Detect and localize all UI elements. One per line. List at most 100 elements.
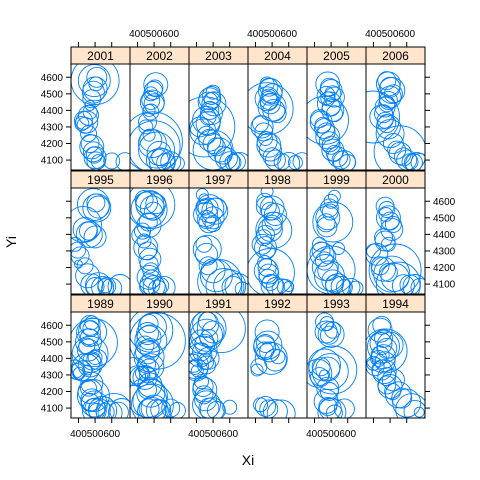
data-point — [339, 154, 357, 170]
data-point — [254, 341, 288, 375]
data-point — [371, 256, 396, 282]
data-point — [317, 320, 345, 348]
data-point — [265, 277, 285, 294]
data-point — [79, 314, 101, 336]
data-point — [75, 263, 101, 289]
data-point — [76, 379, 110, 413]
data-point — [101, 277, 123, 294]
data-point — [197, 355, 216, 375]
data-point — [378, 201, 396, 218]
x-tick-label: 600 — [339, 429, 356, 440]
data-point — [370, 349, 387, 367]
data-point — [378, 77, 406, 104]
data-point — [262, 398, 288, 418]
strip-label: 1990 — [146, 297, 173, 311]
strip-label: 1993 — [323, 297, 350, 311]
data-point — [316, 216, 338, 238]
data-point — [392, 388, 422, 418]
data-point — [314, 320, 338, 344]
x-tick-label: 500 — [146, 29, 163, 40]
x-tick-label: 400 — [306, 429, 323, 440]
y-tick-label: 4200 — [41, 387, 64, 398]
data-point — [142, 275, 166, 294]
strip-label: 2001 — [87, 49, 114, 63]
data-point — [139, 254, 159, 274]
data-point — [195, 111, 221, 137]
data-point — [258, 263, 280, 285]
data-point — [168, 402, 186, 418]
data-point — [130, 312, 174, 353]
data-point — [189, 96, 236, 158]
x-tick-label: 500 — [205, 429, 222, 440]
data-point — [260, 274, 284, 294]
data-point — [327, 146, 349, 168]
data-point — [307, 358, 333, 388]
data-point — [136, 378, 166, 408]
data-point — [271, 278, 293, 294]
data-point — [319, 382, 339, 401]
strip-label: 2006 — [382, 49, 409, 63]
data-point — [308, 345, 358, 395]
x-tick-label: 500 — [382, 29, 399, 40]
data-point — [257, 78, 283, 103]
data-point — [224, 273, 248, 294]
x-tick-label: 500 — [264, 29, 281, 40]
data-point — [140, 394, 168, 418]
data-point — [266, 399, 296, 418]
data-point — [132, 364, 158, 390]
data-point — [387, 140, 407, 160]
data-point — [152, 275, 176, 294]
panel-1994: 1994 — [365, 294, 426, 419]
data-point — [248, 248, 295, 294]
data-point — [396, 149, 418, 170]
data-point — [139, 337, 161, 359]
x-tick-label: 600 — [280, 29, 297, 40]
data-point — [142, 269, 162, 289]
data-point — [80, 371, 104, 395]
panel-2003: 2003 — [188, 46, 249, 171]
data-point — [376, 337, 398, 359]
data-point — [264, 211, 284, 231]
data-point — [283, 281, 295, 292]
data-point — [250, 115, 274, 139]
data-point — [150, 399, 172, 418]
panel-points — [130, 188, 176, 294]
data-point — [262, 147, 282, 167]
x-tick-label: 600 — [398, 29, 415, 40]
data-point — [195, 242, 218, 266]
data-point — [130, 191, 168, 228]
data-point — [138, 131, 176, 169]
data-point — [84, 99, 96, 111]
data-point — [380, 262, 410, 292]
data-point — [135, 335, 155, 355]
data-point — [82, 141, 104, 163]
data-point — [267, 104, 287, 124]
panel-1999: 1999 — [306, 170, 367, 295]
data-point — [374, 351, 396, 373]
panel-1990: 1990 — [129, 294, 190, 419]
data-point — [316, 213, 336, 233]
data-point — [71, 318, 118, 368]
x-axis-label: Xi — [242, 452, 254, 468]
data-point — [319, 325, 339, 345]
data-point — [312, 201, 354, 243]
panel-points — [366, 196, 425, 294]
panel-points — [248, 188, 295, 294]
data-point — [377, 374, 403, 399]
panel-frame — [365, 311, 426, 419]
data-point — [413, 406, 425, 418]
data-point — [379, 76, 401, 98]
data-point — [90, 154, 106, 170]
data-point — [403, 399, 425, 418]
data-point — [141, 90, 161, 110]
data-point — [369, 104, 395, 130]
panel-2000: 2000 — [365, 170, 426, 295]
data-point — [77, 64, 111, 98]
data-point — [259, 93, 281, 115]
data-point — [335, 278, 353, 294]
data-point — [204, 215, 222, 233]
data-point — [95, 392, 130, 418]
data-point — [189, 312, 227, 348]
data-point — [130, 312, 186, 370]
data-point — [399, 274, 421, 294]
